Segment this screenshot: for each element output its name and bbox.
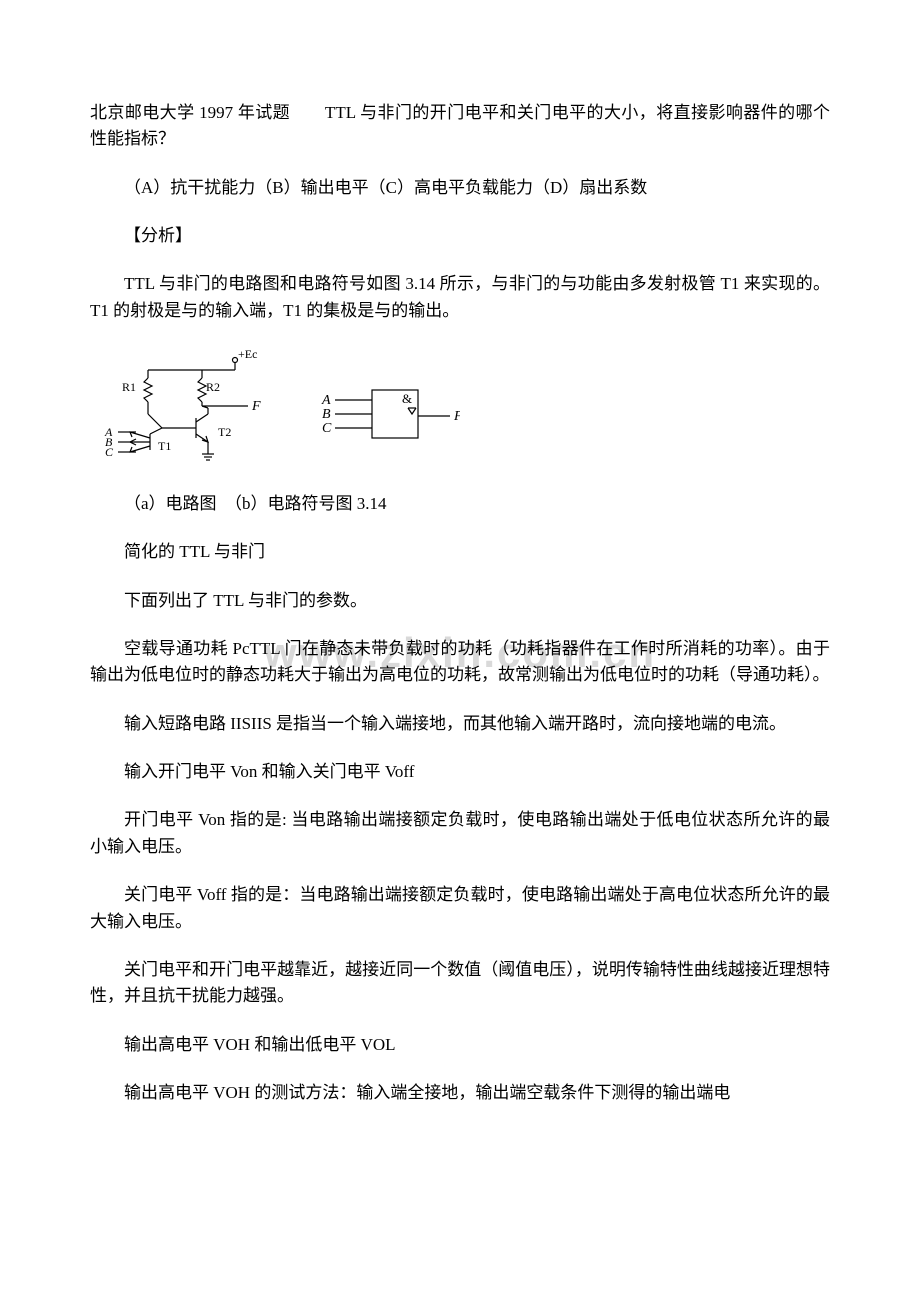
svg-text:T2: T2 — [218, 425, 231, 439]
svg-text:T1: T1 — [158, 439, 171, 453]
analysis-heading: 【分析】 — [90, 223, 830, 249]
options-line: （A）抗干扰能力（B）输出电平（C）高电平负载能力（D）扇出系数 — [90, 175, 830, 201]
document-content: 北京邮电大学 1997 年试题 TTL 与非门的开门电平和关门电平的大小，将直接… — [90, 100, 830, 1106]
param-voh: 输出高电平 VOH 的测试方法：输入端全接地，输出端空载条件下测得的输出端电 — [90, 1080, 830, 1106]
svg-text:F: F — [251, 399, 261, 414]
svg-text:R2: R2 — [206, 380, 220, 394]
param-threshold: 关门电平和开门电平越靠近，越接近同一个数值（阈值电压），说明传输特性曲线越接近理… — [90, 957, 830, 1010]
circuit-figure: +Ec R1 R2 F — [90, 346, 830, 471]
svg-text:B: B — [322, 407, 331, 422]
param-pc: 空载导通功耗 PcTTL 门在静态未带负载时的功耗（功耗指器件在工作时所消耗的功… — [90, 636, 830, 689]
param-voh-vol-heading: 输出高电平 VOH 和输出低电平 VOL — [90, 1032, 830, 1058]
svg-text:R1: R1 — [122, 380, 136, 394]
circuit-svg: +Ec R1 R2 F — [90, 346, 460, 471]
param-von: 开门电平 Von 指的是: 当电路输出端接额定负载时，使电路输出端处于低电位状态… — [90, 807, 830, 860]
svg-text:C: C — [322, 421, 332, 436]
params-intro: 下面列出了 TTL 与非门的参数。 — [90, 588, 830, 614]
svg-text:F: F — [453, 409, 460, 424]
svg-text:&: & — [402, 391, 412, 406]
intro-paragraph: TTL 与非门的电路图和电路符号如图 3.14 所示，与非门的与功能由多发射极管… — [90, 271, 830, 324]
svg-text:C: C — [105, 445, 114, 459]
param-iis: 输入短路电路 IISIIS 是指当一个输入端接地，而其他输入端开路时，流向接地端… — [90, 711, 830, 737]
figure-subcaption: 简化的 TTL 与非门 — [90, 539, 830, 565]
param-von-voff-heading: 输入开门电平 Von 和输入关门电平 Voff — [90, 759, 830, 785]
svg-text:+Ec: +Ec — [238, 347, 257, 361]
figure-caption: （a）电路图 （b）电路符号图 3.14 — [90, 491, 830, 517]
param-voff: 关门电平 Voff 指的是：当电路输出端接额定负载时，使电路输出端处于高电位状态… — [90, 882, 830, 935]
svg-text:A: A — [321, 393, 331, 408]
title-question: 北京邮电大学 1997 年试题 TTL 与非门的开门电平和关门电平的大小，将直接… — [90, 100, 830, 153]
